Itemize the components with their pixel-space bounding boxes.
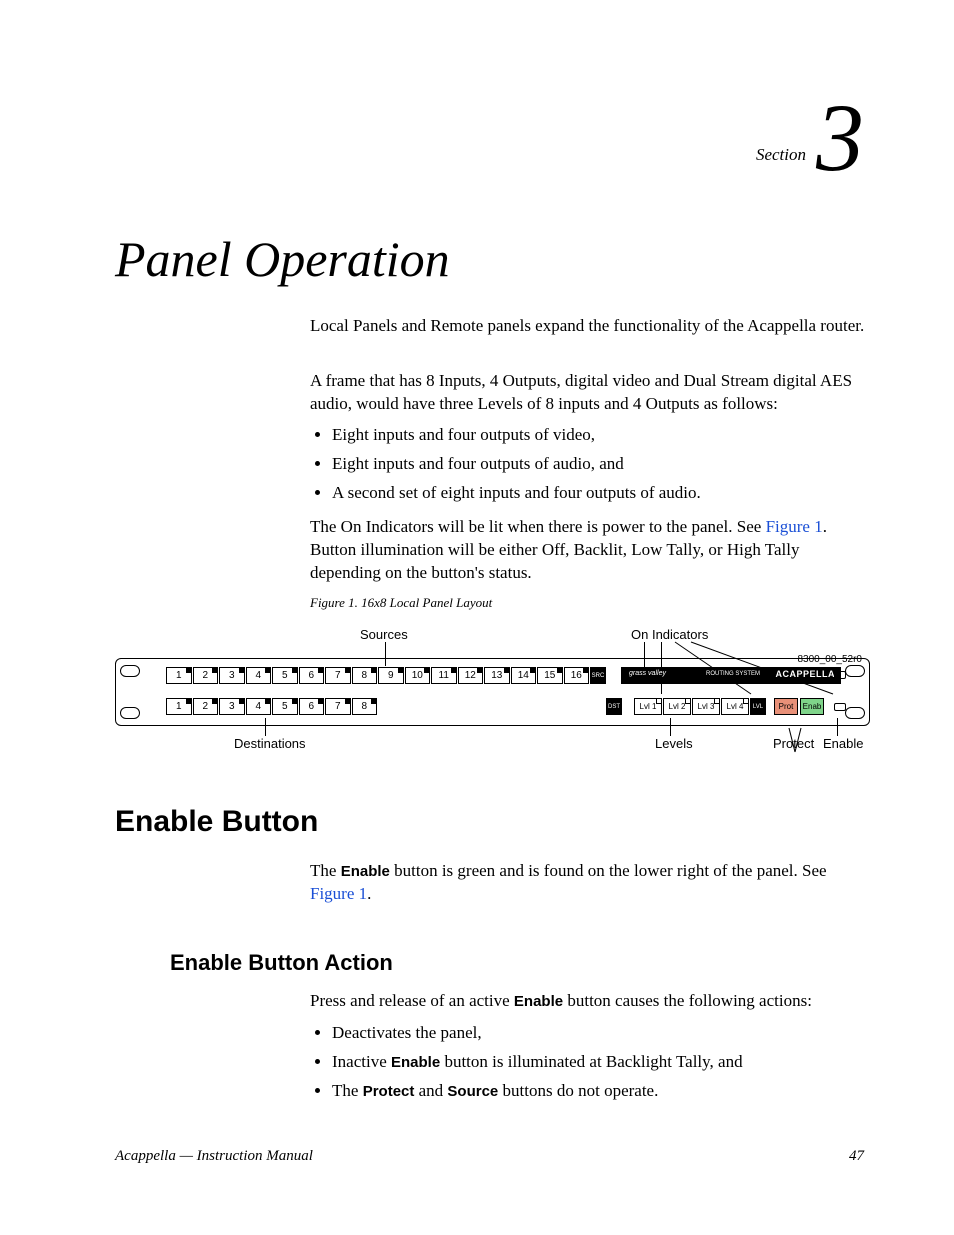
dest-button-3[interactable]: 3 xyxy=(219,698,245,715)
page: Section 3 Panel Operation Local Panels an… xyxy=(0,0,954,1235)
source-button-16[interactable]: 16 xyxy=(564,667,590,684)
dest-button-8[interactable]: 8 xyxy=(352,698,378,715)
destinations-label: Destinations xyxy=(234,736,306,751)
source-button-15[interactable]: 15 xyxy=(537,667,563,684)
level-button-2[interactable]: Lvl 2 xyxy=(663,698,691,715)
callout-line xyxy=(837,718,838,736)
level-button-4[interactable]: Lvl 4 xyxy=(721,698,749,715)
source-button-4[interactable]: 4 xyxy=(246,667,272,684)
text: button causes the following actions: xyxy=(563,991,812,1010)
screw-icon xyxy=(845,707,865,719)
source-button-1[interactable]: 1 xyxy=(166,667,192,684)
footer-manual-title: Acappella — Instruction Manual xyxy=(115,1148,313,1165)
dest-button-6[interactable]: 6 xyxy=(299,698,325,715)
text: Press and release of an active xyxy=(310,991,514,1010)
brand-strip: grass valley ROUTING SYSTEM ACAPPELLA xyxy=(621,667,841,684)
enable-action-bullet-list: Deactivates the panel, Inactive Enable b… xyxy=(310,1018,865,1109)
source-button-8[interactable]: 8 xyxy=(352,667,378,684)
source-button-5[interactable]: 5 xyxy=(272,667,298,684)
list-item: Inactive Enable button is illuminated at… xyxy=(332,1051,865,1074)
intro-paragraph-1: Local Panels and Remote panels expand th… xyxy=(310,315,865,338)
dest-button-7[interactable]: 7 xyxy=(325,698,351,715)
intro-paragraph-2: A frame that has 8 Inputs, 4 Outputs, di… xyxy=(310,370,865,416)
src-tag: SRC xyxy=(590,667,606,684)
brand-left: grass valley xyxy=(629,670,666,677)
on-led-icon xyxy=(834,671,846,679)
figure-1-link[interactable]: Figure 1 xyxy=(310,884,367,903)
protect-button[interactable]: Prot xyxy=(774,698,798,715)
figure-caption: Figure 1. 16x8 Local Panel Layout xyxy=(310,595,492,611)
text: button is green and is found on the lowe… xyxy=(390,861,827,880)
enable-label: Enable xyxy=(823,736,863,751)
levels-label: Levels xyxy=(655,736,693,751)
on-indicators-label: On Indicators xyxy=(631,627,708,642)
source-button-12[interactable]: 12 xyxy=(458,667,484,684)
source-button-10[interactable]: 10 xyxy=(405,667,431,684)
screw-icon xyxy=(120,665,140,677)
source-button-9[interactable]: 9 xyxy=(378,667,404,684)
protect-label: Protect xyxy=(773,736,814,751)
level-button-3[interactable]: Lvl 3 xyxy=(692,698,720,715)
levels-bullet-list: Eight inputs and four outputs of video, … xyxy=(310,420,865,511)
callout-line xyxy=(670,718,671,736)
dest-button-1[interactable]: 1 xyxy=(166,698,192,715)
enable-button-action-heading: Enable Button Action xyxy=(170,950,393,976)
figure-1-link[interactable]: Figure 1 xyxy=(766,517,823,536)
protect-enable-row: Prot Enab xyxy=(774,698,824,715)
figure-panel-layout: Sources On Indicators 1 2 3 4 5 6 xyxy=(115,640,870,760)
callout-line xyxy=(265,718,266,736)
enable-button-paragraph: The Enable button is green and is found … xyxy=(310,860,865,906)
brand-text: ROUTING SYSTEM xyxy=(706,671,760,677)
enable-button-heading: Enable Button xyxy=(115,805,318,839)
source-button-7[interactable]: 7 xyxy=(325,667,351,684)
text: The xyxy=(310,861,341,880)
source-button-14[interactable]: 14 xyxy=(511,667,537,684)
enable-button[interactable]: Enab xyxy=(800,698,824,715)
dst-tag: DST xyxy=(606,698,622,715)
panel-frame: 1 2 3 4 5 6 7 8 9 10 11 12 13 14 15 16 S… xyxy=(115,658,870,726)
lvl-tag: LVL xyxy=(750,698,766,715)
dest-button-2[interactable]: 2 xyxy=(193,698,219,715)
text: The On Indicators will be lit when there… xyxy=(310,517,766,536)
on-led-icon xyxy=(834,703,846,711)
dest-button-5[interactable]: 5 xyxy=(272,698,298,715)
footer-page-number: 47 xyxy=(849,1148,864,1165)
text: . xyxy=(367,884,371,903)
source-button-3[interactable]: 3 xyxy=(219,667,245,684)
on-indicators-paragraph: The On Indicators will be lit when there… xyxy=(310,516,865,585)
list-item: Deactivates the panel, xyxy=(332,1022,865,1045)
page-title: Panel Operation xyxy=(115,230,450,288)
destination-button-row: 1 2 3 4 5 6 7 8 xyxy=(166,698,377,715)
section-header: Section 3 xyxy=(564,90,864,186)
bold-enable: Enable xyxy=(341,863,390,880)
source-button-row: 1 2 3 4 5 6 7 8 9 10 11 12 13 14 15 16 S… xyxy=(166,667,606,684)
source-button-2[interactable]: 2 xyxy=(193,667,219,684)
source-button-11[interactable]: 11 xyxy=(431,667,457,684)
level-button-row: Lvl 1 Lvl 2 Lvl 3 Lvl 4 LVL xyxy=(634,698,766,715)
enable-button-action-paragraph: Press and release of an active Enable bu… xyxy=(310,990,865,1013)
bold-enable: Enable xyxy=(514,993,563,1010)
brand-name: ACAPPELLA xyxy=(775,669,835,679)
screw-icon xyxy=(120,707,140,719)
list-item: The Protect and Source buttons do not op… xyxy=(332,1080,865,1103)
level-button-1[interactable]: Lvl 1 xyxy=(634,698,662,715)
list-item: A second set of eight inputs and four ou… xyxy=(332,482,865,505)
sources-label: Sources xyxy=(360,627,408,642)
list-item: Eight inputs and four outputs of audio, … xyxy=(332,453,865,476)
section-number: 3 xyxy=(816,90,864,186)
source-button-13[interactable]: 13 xyxy=(484,667,510,684)
section-label: Section xyxy=(756,145,806,165)
list-item: Eight inputs and four outputs of video, xyxy=(332,424,865,447)
screw-icon xyxy=(845,665,865,677)
dest-button-4[interactable]: 4 xyxy=(246,698,272,715)
source-button-6[interactable]: 6 xyxy=(299,667,325,684)
